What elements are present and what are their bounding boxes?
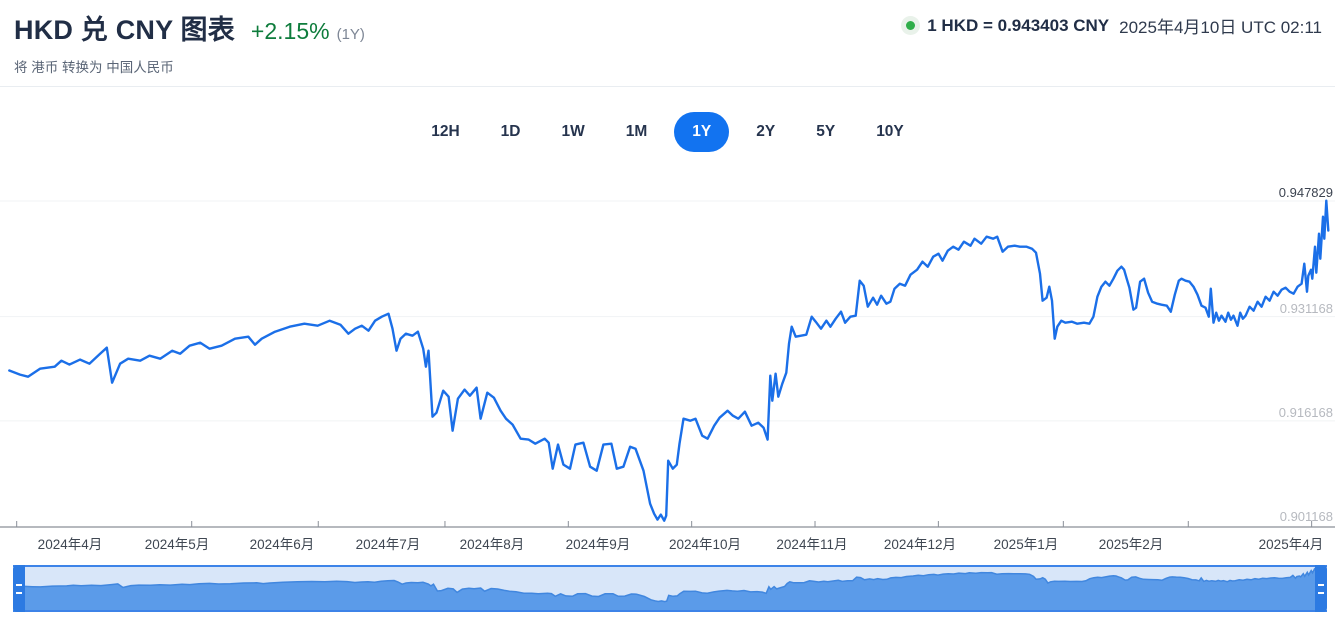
- range-button-12h[interactable]: 12H: [417, 114, 473, 150]
- rate-line-series: [8, 199, 1330, 522]
- current-rate-label: 1 HKD = 0.943403 CNY: [927, 15, 1110, 35]
- y-axis-label: 0.947829: [1278, 184, 1333, 200]
- x-axis-label: 2024年6月: [249, 537, 315, 552]
- brush-handle-left[interactable]: [13, 565, 25, 612]
- y-axis-label: 0.901168: [1279, 509, 1333, 524]
- range-button-10y[interactable]: 10Y: [862, 114, 918, 150]
- range-button-1w[interactable]: 1W: [547, 114, 598, 150]
- page-title: HKD 兑 CNY 图表: [14, 15, 235, 45]
- y-axis-label: 0.931168: [1279, 300, 1333, 316]
- change-period: (1Y): [336, 26, 365, 43]
- x-axis-label: 2025年1月: [993, 537, 1059, 552]
- brush-handle-right[interactable]: [1315, 565, 1327, 612]
- brush-area-chart: [13, 567, 1323, 610]
- range-button-1d[interactable]: 1D: [487, 114, 535, 150]
- range-selector: 12H 1D 1W 1M 1Y 2Y 5Y 10Y: [0, 112, 1335, 152]
- range-button-5y[interactable]: 5Y: [802, 114, 849, 150]
- x-axis-label: 2024年9月: [565, 537, 631, 552]
- brush-area-fill: [13, 569, 1323, 610]
- range-button-1m[interactable]: 1M: [612, 114, 662, 150]
- price-line-chart[interactable]: [0, 185, 1335, 530]
- x-axis-label: 2024年10月: [668, 537, 742, 552]
- brush-area-edge: [13, 567, 1323, 603]
- timeline-brush[interactable]: [13, 565, 1327, 612]
- x-axis-label: 2024年7月: [355, 537, 421, 552]
- range-button-2y[interactable]: 2Y: [742, 114, 789, 150]
- x-axis-label: 2025年4月: [1258, 537, 1324, 552]
- grip-icon: [1318, 583, 1324, 594]
- x-axis-label: 2024年12月: [883, 537, 956, 552]
- header: HKD 兑 CNY 图表 +2.15% (1Y): [14, 8, 365, 47]
- header-divider: [0, 86, 1335, 87]
- range-button-1y[interactable]: 1Y: [674, 112, 730, 152]
- change-percent: +2.15%: [250, 18, 330, 44]
- y-axis-label: 0.916168: [1278, 404, 1333, 420]
- rate-timestamp: 2025年4月10日 UTC 02:11: [1119, 18, 1322, 37]
- x-axis-label: 2024年4月: [37, 537, 103, 552]
- grip-icon: [16, 583, 22, 594]
- live-indicator-icon: [906, 21, 916, 30]
- subtitle: 将 港币 转换为 中国人民币: [14, 60, 174, 75]
- x-axis-label: 2024年5月: [144, 537, 210, 552]
- x-axis-label: 2024年11月: [776, 537, 848, 552]
- x-axis-label: 2024年8月: [459, 537, 525, 552]
- x-axis-label: 2025年2月: [1098, 537, 1164, 552]
- x-axis-labels: 2024年4月 2024年5月 2024年6月 2024年7月 2024年8月 2024年…: [0, 533, 1335, 553]
- live-rate: 1 HKD = 0.943403 CNY 2025年4月10日 UTC 02:1…: [906, 13, 1322, 38]
